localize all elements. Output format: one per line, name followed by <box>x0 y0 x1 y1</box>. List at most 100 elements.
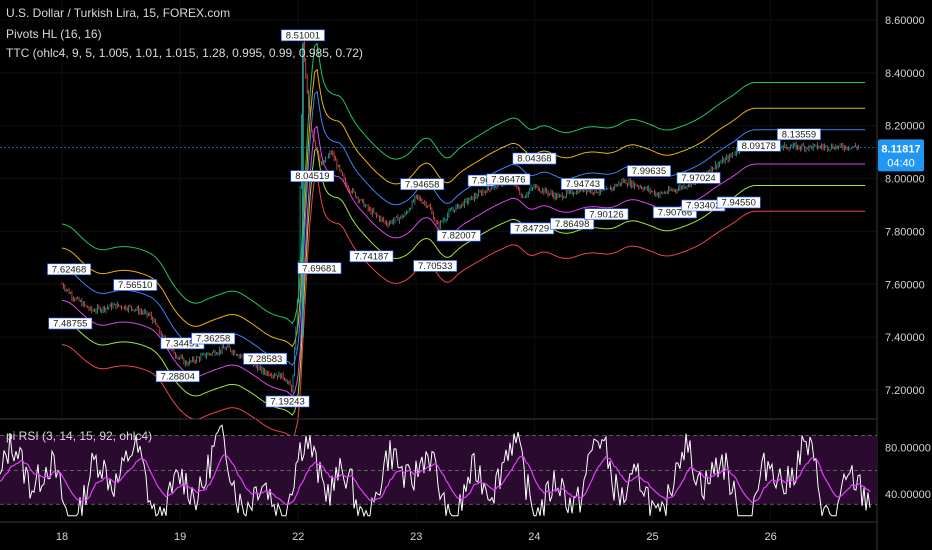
pivot-label: 7.90126 <box>584 208 629 221</box>
pivot-label: 8.51001 <box>280 29 325 42</box>
pivot-label: 7.90766 <box>652 206 697 219</box>
rsi-tick-label: 40.00000 <box>885 489 931 501</box>
pivot-label-value: 7.36258 <box>196 334 230 345</box>
candles <box>61 40 859 394</box>
pivot-label-value: 8.51001 <box>286 30 320 41</box>
pivot-label-box <box>290 170 335 182</box>
pivot-label-box <box>265 395 310 408</box>
indicator-pivots-label[interactable]: Pivots HL (16, 16) <box>6 27 102 41</box>
pivot-label: 7.82007 <box>436 229 481 242</box>
time-tick-label: 25 <box>646 531 658 543</box>
pivot-label: 7.48755 <box>48 317 93 330</box>
rsi-band <box>0 435 877 505</box>
pivot-label-box <box>413 260 458 272</box>
pivot-label: 8.13559 <box>776 128 821 141</box>
pivot-label: 7.84729 <box>510 222 554 235</box>
pivot-label-box <box>436 229 481 242</box>
time-tick-label: 22 <box>292 531 304 543</box>
pivot-label-value: 7.93402 <box>686 201 720 212</box>
pivot-label-box <box>191 332 236 345</box>
pivot-label: 7.97024 <box>676 172 721 184</box>
pivot-label-value: 7.74187 <box>354 251 388 262</box>
time-tick-label: 18 <box>56 531 68 543</box>
pivot-label: 7.70533 <box>413 260 458 272</box>
time-tick-label: 23 <box>410 531 422 543</box>
price-tick-label: 8.40000 <box>885 68 925 80</box>
pivot-label-box <box>736 139 781 152</box>
pivot-label: 7.94658 <box>400 178 445 191</box>
pivot-label: 7.94743 <box>560 178 605 190</box>
pivot-label-box <box>652 206 697 219</box>
pivot-label-box <box>400 178 445 191</box>
rsi-axis[interactable]: 80.00000 40.00000 <box>885 442 931 501</box>
pivot-label: 7.56510 <box>113 279 158 291</box>
band-outer-top <box>61 42 866 325</box>
pivot-label-box <box>512 152 557 165</box>
pivot-label-box <box>155 370 200 383</box>
price-tick-label: 8.20000 <box>885 121 925 133</box>
price-axis[interactable]: 8.60000 8.40000 8.20000 8.00000 7.80000 7.600… <box>885 15 925 397</box>
pivot-label: 7.19243 <box>265 395 310 408</box>
pivot-label-box <box>584 208 629 221</box>
pivot-label-box <box>560 178 605 190</box>
pivot-label-value: 7.96476 <box>491 174 525 185</box>
pivot-label-box <box>349 250 394 263</box>
pivot-label-box <box>486 173 531 186</box>
pivot-label: 7.62468 <box>47 263 92 275</box>
pivot-label: 8.04519 <box>290 170 335 182</box>
pivot-label-value: 7.34451 <box>165 338 199 349</box>
current-price-value: 8.11817 <box>881 143 920 155</box>
pivot-label-value: 7.56510 <box>118 280 152 291</box>
pivot-label: 7.69681 <box>297 262 342 275</box>
pivot-label-value: 8.13559 <box>782 129 816 140</box>
pivot-label-value: 7.90766 <box>658 208 692 219</box>
pivot-label-box <box>716 196 761 209</box>
pivot-label-box <box>48 317 93 330</box>
pivot-label-value: 8.04368 <box>517 154 551 165</box>
pivot-label: 7.94550 <box>716 196 761 209</box>
pivot-label-box <box>297 262 342 275</box>
pivot-label-value: 7.94743 <box>566 179 600 190</box>
pivot-label-value: 7.19243 <box>270 397 304 408</box>
time-axis[interactable]: 18 19 22 23 24 25 26 <box>56 531 777 543</box>
rsi-signal-line <box>0 454 871 506</box>
pivot-labels: 7.62468 7.48755 7.56510 7.34451 7.28804 7.362… <box>47 29 821 408</box>
price-tick-label: 8.00000 <box>885 174 925 186</box>
pivot-label-value: 7.62468 <box>52 264 86 275</box>
rsi-line <box>0 424 871 518</box>
pivot-label-value: 7.70533 <box>418 261 452 272</box>
pivot-label-box <box>550 217 595 230</box>
pivot-label-value: 7.84729 <box>515 224 549 235</box>
price-tick-label: 7.20000 <box>885 385 925 397</box>
pivot-label: 8.04368 <box>512 152 557 165</box>
pivot-label-value: 7.94658 <box>405 179 439 190</box>
pivot-label-box <box>280 29 325 42</box>
pivot-label: 8.09178 <box>736 139 781 152</box>
indicator-rsi-label[interactable]: pi RSI (3, 14, 15, 92, ohlc4) <box>6 429 153 443</box>
price-grid <box>0 0 877 522</box>
current-price-box <box>878 139 924 172</box>
chart-title[interactable]: U.S. Dollar / Turkish Lira, 15, FOREX.co… <box>6 6 231 20</box>
band-mid-top <box>61 68 866 348</box>
pivot-label: 7.99635 <box>627 165 671 177</box>
pivot-label-value: 7.28804 <box>161 371 195 382</box>
price-tick-label: 8.60000 <box>885 15 925 27</box>
pivot-label-box <box>676 172 721 184</box>
pivot-label-value: 7.48755 <box>53 319 87 330</box>
pivot-label: 7.96476 <box>486 173 531 186</box>
pivot-label-box <box>243 352 288 365</box>
pivot-label: 7.28583 <box>243 352 288 365</box>
time-tick-label: 26 <box>764 531 776 543</box>
pivot-label-value: 8.09178 <box>742 141 776 152</box>
current-price-countdown: 04:40 <box>887 157 915 169</box>
pivot-label-value: 7.97024 <box>681 173 715 184</box>
pivot-label-value: 7.90126 <box>589 209 623 220</box>
time-tick-label: 19 <box>174 531 186 543</box>
pivot-label-value: 7.82007 <box>442 231 476 242</box>
pivot-label-box <box>776 128 821 141</box>
pivot-label-value: 7.69681 <box>302 263 336 274</box>
pivot-label-box <box>113 279 158 291</box>
indicator-ttc-label[interactable]: TTC (ohlc4, 9, 5, 1.005, 1.01, 1.015, 1.… <box>6 46 363 60</box>
rsi-pane <box>0 424 877 518</box>
